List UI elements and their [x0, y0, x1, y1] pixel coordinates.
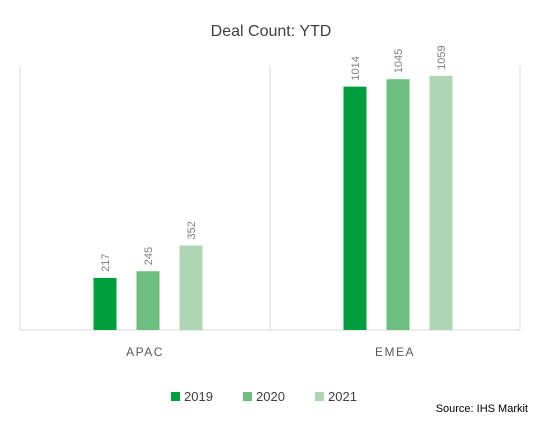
data-label-apac-2019: 217 [100, 254, 112, 272]
legend-label-2020: 2020 [256, 389, 285, 404]
data-label-emea-2020: 1045 [393, 49, 405, 73]
data-label-emea-2019: 1014 [350, 56, 362, 80]
legend-swatch-2019 [171, 392, 180, 401]
legend-swatch-2021 [315, 392, 324, 401]
chart-title: Deal Count: YTD [211, 23, 332, 40]
bar-emea-2021 [429, 75, 453, 330]
plot-area: 217 245 352 APAC 1014 1045 1059 EMEA [19, 45, 521, 359]
legend-swatch-2020 [243, 392, 252, 401]
legend: 2019 2020 2021 [171, 389, 357, 404]
bar-emea-2019 [343, 86, 367, 330]
legend-label-2021: 2021 [328, 389, 357, 404]
category-label-apac: APAC [126, 345, 164, 359]
data-label-apac-2020: 245 [143, 247, 155, 265]
data-label-apac-2021: 352 [186, 221, 198, 239]
bar-emea-2020 [386, 79, 410, 330]
bar-apac-2020 [136, 271, 160, 330]
bar-apac-2019 [93, 277, 117, 330]
source-note: Source: IHS Markit [436, 403, 528, 415]
data-label-emea-2021: 1059 [436, 45, 448, 69]
bar-apac-2021 [179, 245, 203, 330]
category-label-emea: EMEA [375, 345, 415, 359]
legend-label-2019: 2019 [184, 389, 213, 404]
